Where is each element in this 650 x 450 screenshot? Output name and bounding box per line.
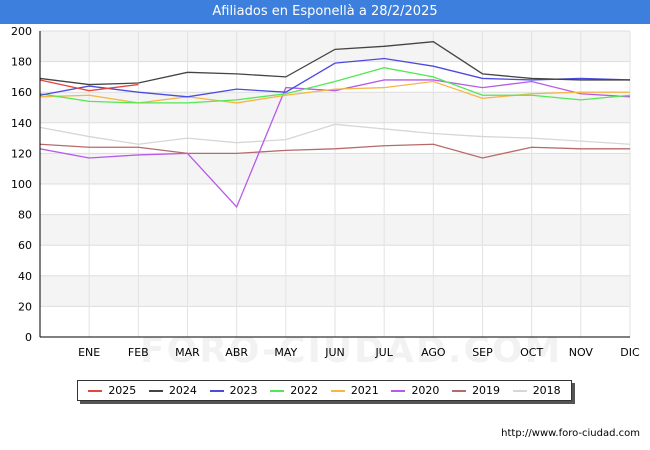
- y-tick-label: 180: [11, 56, 32, 69]
- series-line-2020: [39, 79, 631, 209]
- series-line-2023: [39, 57, 631, 98]
- y-tick-label: 160: [11, 86, 32, 99]
- y-tick-label: 140: [11, 117, 32, 130]
- x-tick-label: MAY: [274, 346, 297, 359]
- series-line-2024: [39, 41, 630, 86]
- x-tick-label: SEP: [472, 346, 493, 359]
- y-tick-label: 200: [11, 25, 32, 38]
- legend-swatch: [148, 389, 163, 392]
- x-tick-label: ABR: [225, 346, 248, 359]
- legend-item-2023: 2023: [209, 384, 258, 397]
- legend-swatch: [512, 389, 527, 392]
- legend-swatch: [88, 389, 103, 392]
- legend: 2025 2024 2023 2022 2021 2020 2019 2018: [77, 380, 572, 401]
- x-tick-label: JUN: [324, 346, 345, 359]
- legend-label: 2019: [472, 384, 501, 397]
- y-tick-label: 0: [25, 331, 32, 344]
- legend-item-2021: 2021: [330, 384, 379, 397]
- source-url: http://www.foro-ciudad.com: [501, 428, 640, 439]
- y-tick-label: 20: [18, 300, 32, 313]
- legend-label: 2021: [350, 384, 379, 397]
- legend-item-2020: 2020: [391, 384, 439, 397]
- legend-item-2024: 2024: [148, 384, 197, 397]
- series-line-2025: [39, 79, 139, 92]
- x-tick-label: JUL: [374, 346, 393, 359]
- x-tick-label: MAR: [175, 346, 200, 359]
- x-tick-label: FEB: [128, 346, 149, 359]
- series-line-2022: [39, 67, 631, 104]
- legend-swatch: [452, 389, 467, 392]
- y-tick-label: 120: [11, 147, 32, 160]
- legend-item-2025: 2025: [88, 384, 136, 397]
- y-tick-label: 80: [18, 209, 32, 222]
- legend-label: 2025: [108, 384, 137, 397]
- legend-item-2018: 2018: [512, 384, 561, 397]
- legend-swatch: [209, 389, 224, 392]
- legend-label: 2022: [290, 384, 319, 397]
- legend-label: 2024: [168, 384, 197, 397]
- x-tick-label: AGO: [421, 346, 446, 359]
- legend-label: 2018: [532, 384, 561, 397]
- legend-label: 2020: [411, 384, 440, 397]
- series-line-2018: [39, 123, 631, 145]
- legend-swatch: [330, 389, 345, 392]
- legend-item-2019: 2019: [452, 384, 500, 397]
- x-tick-label: DIC: [620, 346, 640, 359]
- x-tick-label: ENE: [78, 346, 100, 359]
- legend-item-2022: 2022: [270, 384, 318, 397]
- x-tick-label: NOV: [569, 346, 594, 359]
- x-tick-label: OCT: [520, 346, 543, 359]
- y-tick-label: 100: [11, 178, 32, 191]
- chart-title: Afiliados en Esponellà a 28/2/2025: [0, 0, 650, 24]
- y-tick-label: 40: [18, 270, 32, 283]
- y-tick-label: 60: [18, 239, 32, 252]
- legend-swatch: [270, 389, 285, 392]
- legend-swatch: [391, 389, 406, 392]
- legend-label: 2023: [229, 384, 258, 397]
- series-line-2019: [39, 143, 630, 159]
